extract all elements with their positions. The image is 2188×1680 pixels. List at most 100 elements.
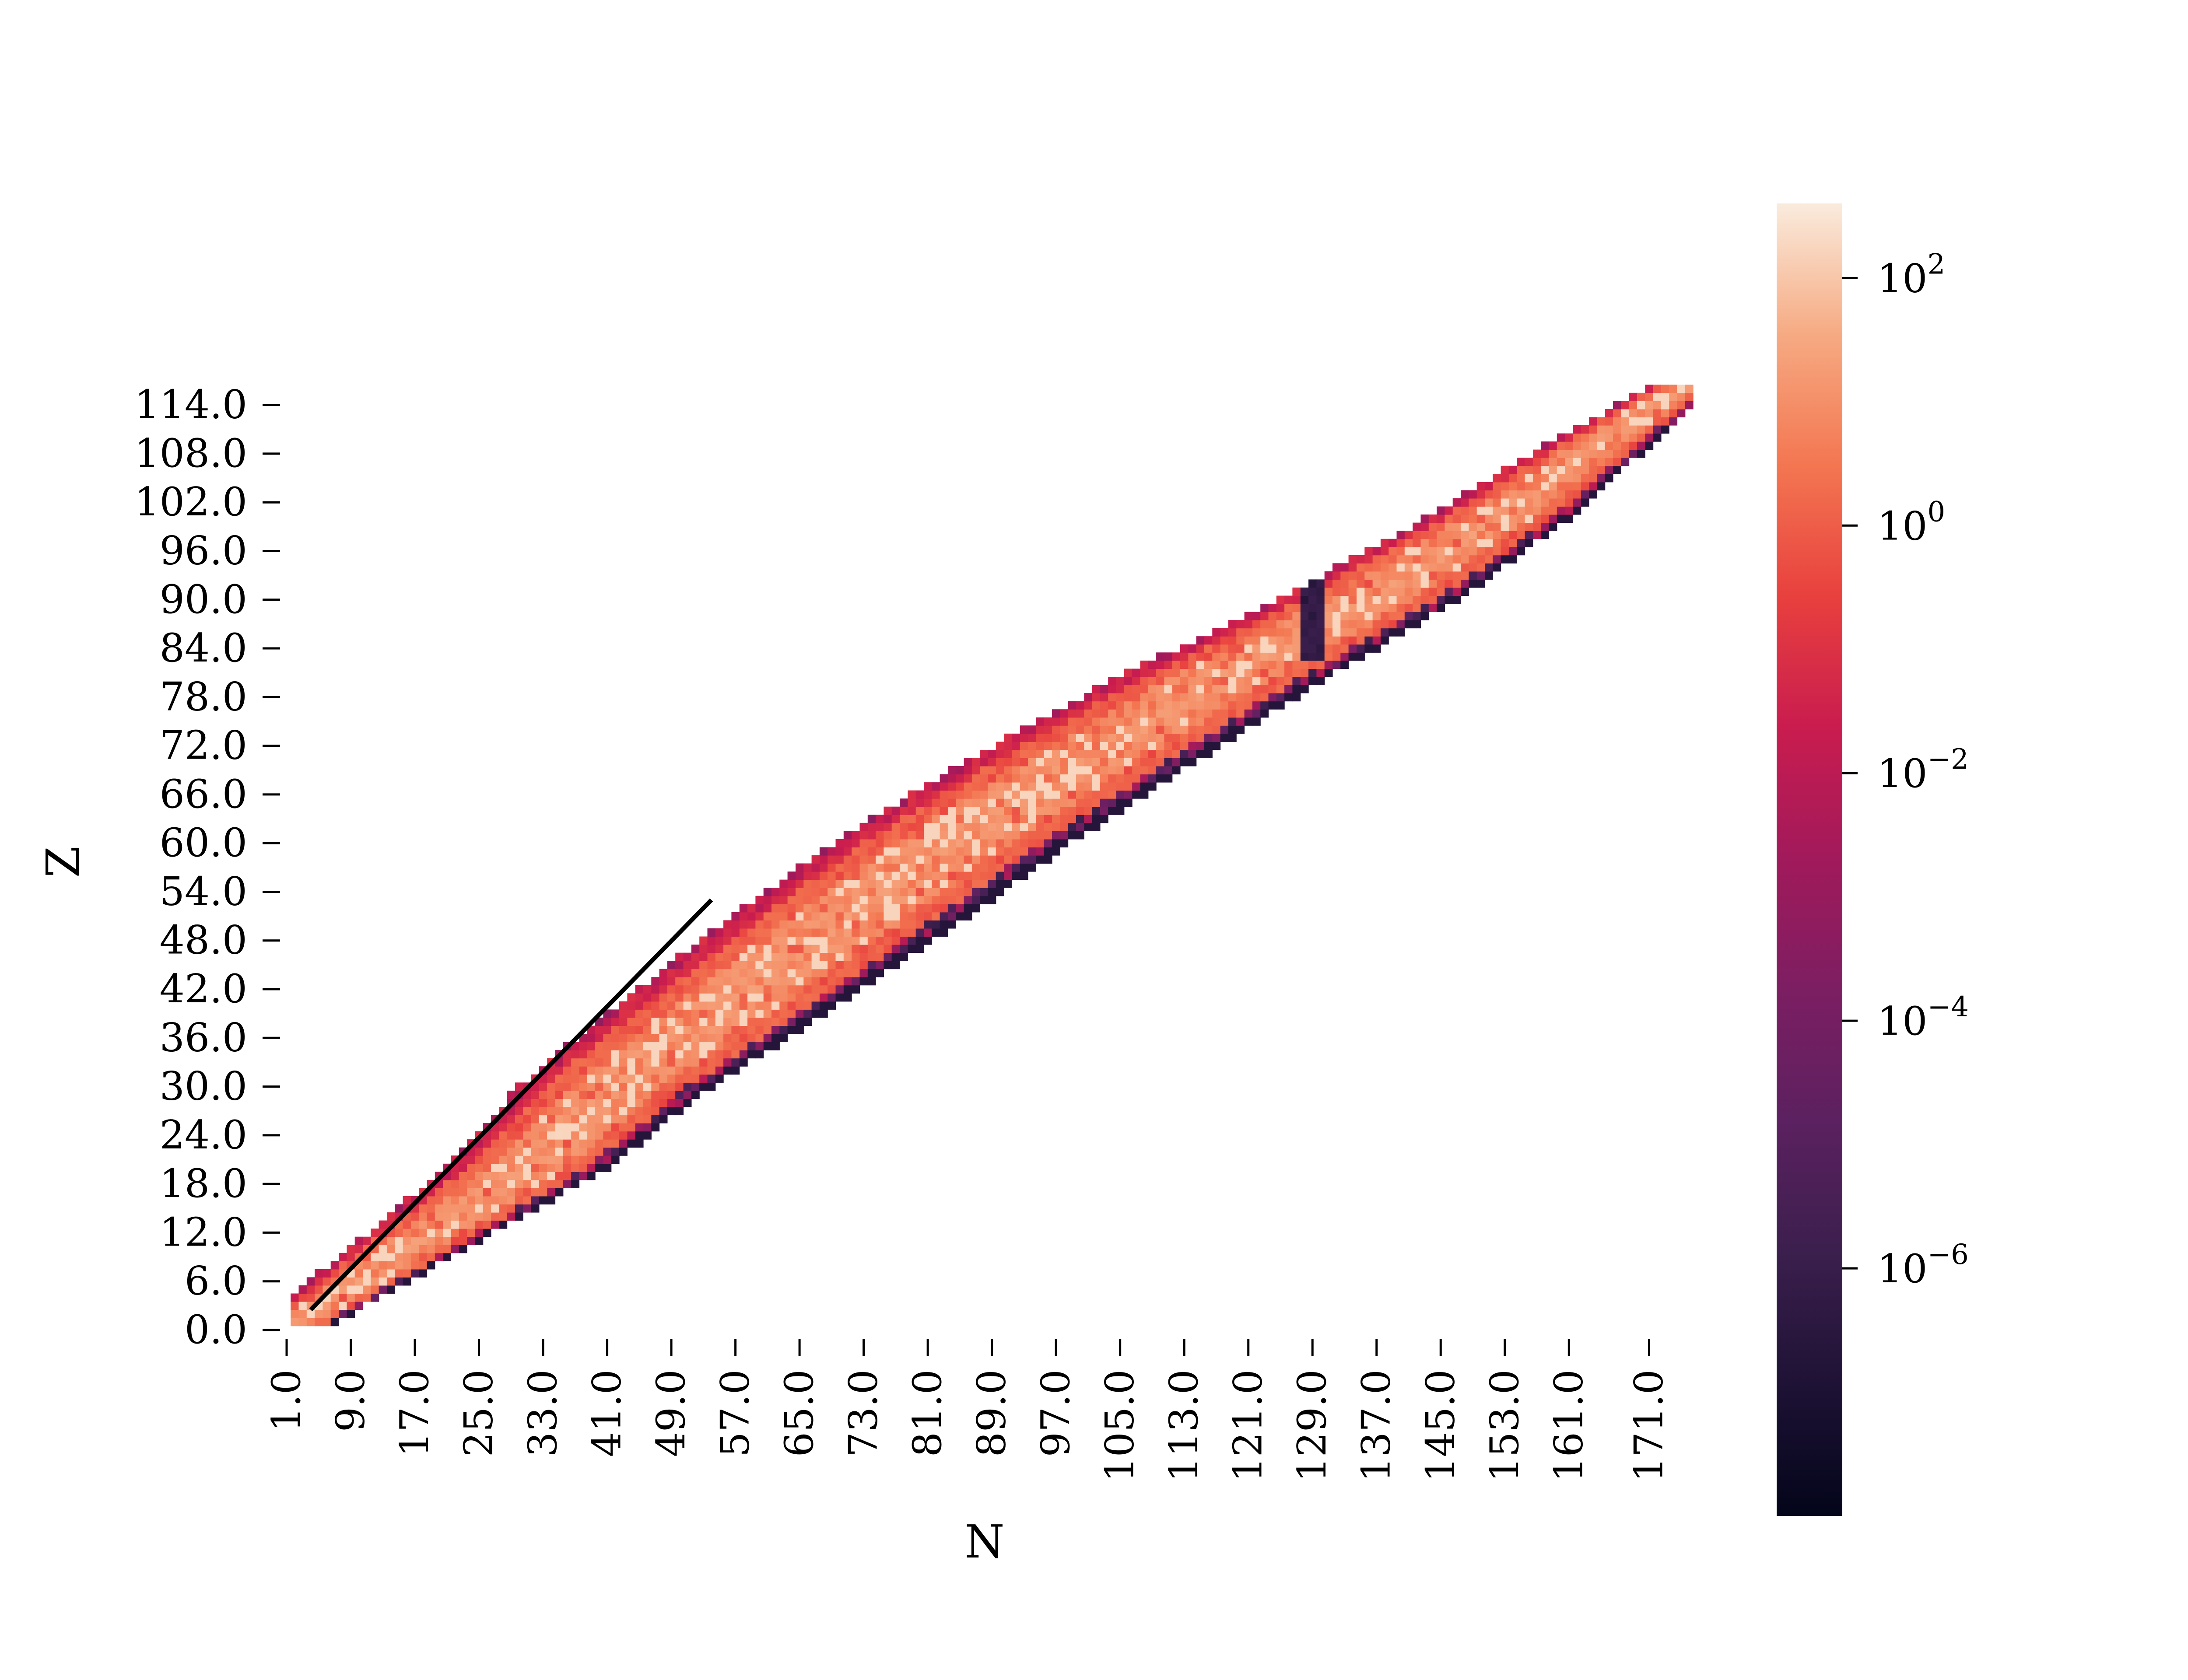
heat-cell xyxy=(531,1172,540,1180)
heat-cell xyxy=(755,993,764,1002)
heat-cell xyxy=(908,831,916,840)
heat-cell xyxy=(523,1188,532,1197)
heat-cell xyxy=(763,977,772,986)
heat-cell xyxy=(819,879,828,888)
heat-cell xyxy=(1316,587,1325,596)
heat-cell xyxy=(1629,433,1637,442)
heat-cell xyxy=(1244,628,1253,637)
heat-cell xyxy=(515,1082,523,1091)
heat-cell xyxy=(1404,539,1413,547)
heat-cell xyxy=(803,879,812,888)
heat-cell xyxy=(531,1204,540,1213)
heat-cell xyxy=(1404,612,1413,620)
heat-cell xyxy=(1060,758,1069,766)
heat-cell xyxy=(1517,506,1525,515)
heat-cell xyxy=(1292,644,1301,653)
heat-cell xyxy=(1485,482,1493,490)
heat-cell xyxy=(659,1017,668,1026)
heat-cell xyxy=(1573,441,1581,450)
heat-cell xyxy=(915,928,924,937)
heat-cell xyxy=(723,1050,732,1059)
heat-cell xyxy=(1292,620,1301,629)
heat-cell xyxy=(940,782,948,791)
heat-cell xyxy=(1260,612,1269,620)
heat-cell xyxy=(1244,612,1253,620)
heat-cell xyxy=(491,1131,499,1140)
heat-cell xyxy=(410,1269,419,1278)
heat-cell xyxy=(1284,636,1293,645)
heat-cell xyxy=(323,1302,331,1310)
heat-cell xyxy=(1357,620,1365,629)
heat-cell xyxy=(539,1180,547,1188)
heat-cell xyxy=(1493,514,1501,523)
heat-cell xyxy=(1340,612,1349,620)
heat-cell xyxy=(595,1099,603,1107)
heat-cell xyxy=(1180,701,1189,710)
heat-cell xyxy=(811,912,820,920)
heat-cell xyxy=(1332,587,1341,596)
heat-cell xyxy=(1012,758,1020,766)
heat-cell xyxy=(1220,628,1229,637)
heat-cell xyxy=(515,1172,523,1180)
heat-cell xyxy=(971,888,980,896)
heat-cell xyxy=(1348,579,1357,588)
heat-cell xyxy=(891,945,900,953)
heat-cell xyxy=(1348,604,1357,612)
heat-cell xyxy=(659,1009,668,1018)
heat-cell xyxy=(1324,612,1333,620)
heat-cell xyxy=(1228,628,1237,637)
heat-cell xyxy=(1156,685,1164,693)
heat-cell xyxy=(908,928,916,937)
heat-cell xyxy=(1100,717,1108,726)
heat-cell xyxy=(1364,571,1373,580)
heat-cell xyxy=(964,839,972,847)
heat-cell xyxy=(491,1196,499,1205)
heat-cell xyxy=(547,1163,556,1172)
heat-cell xyxy=(1485,490,1493,499)
heat-cell xyxy=(859,945,868,953)
heat-cell xyxy=(667,969,676,977)
y-tick-label: 42.0 xyxy=(160,966,247,1012)
heat-cell xyxy=(523,1147,532,1156)
heat-cell xyxy=(1244,620,1253,629)
heat-cell xyxy=(347,1302,355,1310)
heat-cell xyxy=(1156,758,1164,766)
heat-cell xyxy=(1060,725,1069,734)
heat-cell xyxy=(507,1090,515,1099)
heat-cell xyxy=(924,822,932,831)
heat-cell xyxy=(1461,514,1469,523)
heat-cell xyxy=(1308,620,1317,629)
heat-cell xyxy=(699,1082,708,1091)
x-tick-label: 161.0 xyxy=(1546,1369,1592,1482)
heat-cell xyxy=(1541,498,1550,507)
heat-cell xyxy=(1020,831,1028,840)
heat-cell xyxy=(1092,749,1101,758)
heat-cell xyxy=(1044,725,1052,734)
heat-cell xyxy=(996,822,1004,831)
heat-cell xyxy=(1092,709,1101,718)
heat-cell xyxy=(531,1131,540,1140)
heat-cell xyxy=(924,879,932,888)
heat-cell xyxy=(595,1107,603,1116)
heat-cell xyxy=(1196,749,1205,758)
heat-cell xyxy=(635,1107,644,1116)
heat-cell xyxy=(379,1277,387,1286)
heat-cell xyxy=(1028,815,1036,823)
heat-cell xyxy=(1132,725,1141,734)
heat-cell xyxy=(803,928,812,937)
heat-cell xyxy=(811,1001,820,1010)
heat-cell xyxy=(371,1277,379,1286)
heat-cell xyxy=(1180,742,1189,750)
heat-cell xyxy=(891,928,900,937)
heat-cell xyxy=(835,952,844,961)
heat-cell xyxy=(1292,604,1301,612)
heat-cell xyxy=(1428,579,1437,588)
heat-cell xyxy=(859,928,868,937)
heat-cell xyxy=(579,1074,588,1083)
heat-cell xyxy=(1428,514,1437,523)
heat-cell xyxy=(467,1228,475,1237)
heat-cell xyxy=(619,1082,628,1091)
x-tick-label: 49.0 xyxy=(648,1369,694,1457)
heat-cell xyxy=(571,1139,580,1148)
heat-cell xyxy=(1501,522,1509,531)
